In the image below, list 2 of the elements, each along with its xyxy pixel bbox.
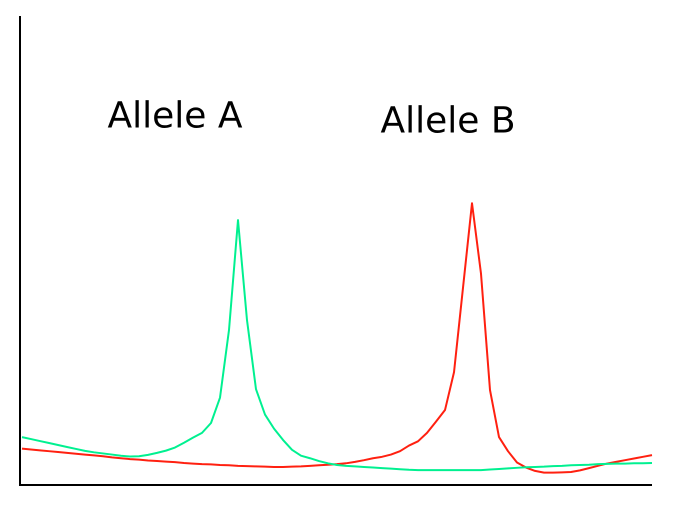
- text: Allele A: [108, 95, 243, 136]
- text: Allele B: [380, 100, 516, 142]
